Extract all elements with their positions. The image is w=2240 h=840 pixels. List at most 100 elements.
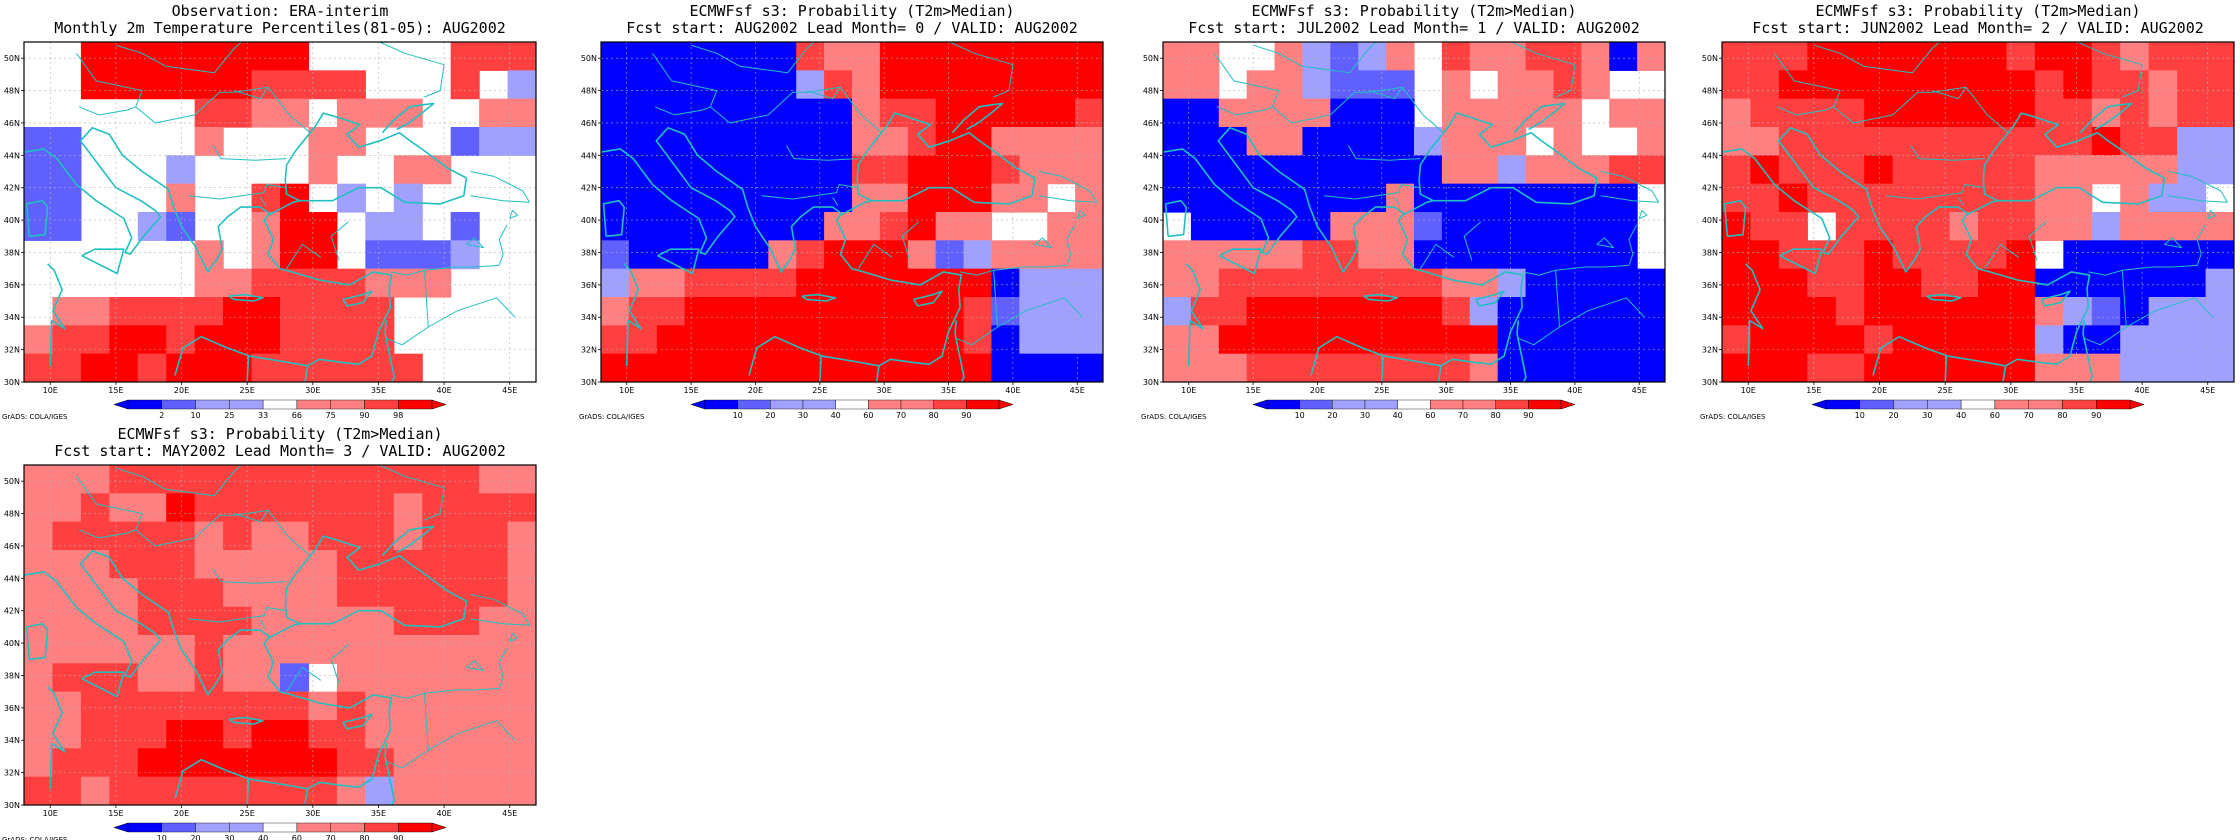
grid-cell [2120,98,2150,128]
colorbar-label: 70 [1458,411,1468,420]
grid-cell [740,297,769,326]
grid-cell [166,691,196,721]
grid-cell [137,720,167,749]
colorbar-label: 20 [1327,411,1337,420]
grid-cell [768,297,797,326]
grid-cell [280,297,310,326]
grid-cell [1019,240,1048,270]
grid-cell [109,635,139,664]
grid-cell [1441,353,1471,382]
grid-cell [1302,42,1331,71]
grid-cell [1246,212,1276,241]
grid-cell [628,42,658,71]
grid-cell [1386,70,1415,100]
grid-cell [1581,353,1610,382]
grid-cell [991,353,1020,382]
grid-cell [308,155,338,185]
grid-cell [365,635,395,664]
grid-cell [308,127,338,156]
lat-tick-label: 34N [581,313,597,322]
grid-cell [422,465,452,494]
grid-cell [2205,155,2234,185]
grid-cell [479,578,509,608]
grid-cell [137,70,167,100]
grid-cell [1246,325,1276,355]
coastline [2164,237,2182,249]
grid-cell [223,550,253,579]
lat-tick-label: 48N [1143,87,1159,96]
grid-cell [2148,70,2178,100]
lon-tick-label: 10E [1181,386,1196,395]
lon-tick-label: 20E [174,386,189,395]
grid-cell [991,42,1020,71]
grid-cell [1553,268,1582,298]
panel-title: ECMWFsf s3: Probability (T2m>Median) [1815,2,2140,20]
grid-cell [1441,70,1471,100]
coastline [304,365,309,382]
grid-cell [1807,98,1837,128]
grid-cell [1469,42,1499,71]
panel-title: ECMWFsf s3: Probability (T2m>Median) [117,425,442,443]
grid-cell [393,720,423,749]
grid-cell [879,183,909,213]
grid-cell [2006,70,2036,100]
grid-cell [1750,127,1780,156]
coastline [2079,102,2133,134]
grid-cell [1358,268,1387,298]
grads-footer: GrADS: COLA/IGES [579,413,645,421]
grid-cell [656,325,686,355]
grid-cell [308,268,338,298]
grid-cell [1750,42,1780,71]
lat-tick-label: 40N [4,216,20,225]
lon-tick-label: 20E [174,809,189,818]
grid-cell [1609,353,1638,382]
grid-cell [1274,325,1304,355]
coastline [819,356,822,382]
coastline [1419,243,1455,269]
grid-cell [1807,183,1837,213]
grid-cell [2006,240,2036,270]
grid-cell [422,748,452,778]
grid-cell [935,70,965,100]
grid-cell [194,127,224,156]
grid-cell [393,550,423,579]
grid-cell [2006,155,2036,185]
grid-cell [2034,70,2064,100]
lat-tick-label: 50N [4,477,20,486]
grid-cell [2205,42,2234,71]
grid-cell [24,691,54,721]
grid-cell [601,42,630,71]
grid-cell [852,353,881,382]
lat-tick-label: 42N [1702,184,1718,193]
grid-cell [52,127,82,156]
lat-tick-label: 46N [4,119,20,128]
grid-cell [450,635,480,664]
grid-cell [2205,212,2234,241]
grid-cell [1218,240,1248,270]
grid-cell [1637,127,1665,156]
grid-cell [109,578,139,608]
grid-cell [336,663,366,693]
grid-cell [336,635,366,664]
grid-cell [684,353,714,382]
lon-tick-label: 35E [1503,386,1518,395]
lat-tick-label: 36N [1143,281,1159,290]
grid-cell [109,606,139,636]
grid-cell [2148,268,2178,298]
grid-cell [422,606,452,636]
grid-cell [109,691,139,721]
grid-cell [479,691,509,721]
grid-cell [824,127,853,156]
colorbar-segment [398,399,433,410]
grid-cell [80,691,110,721]
colorbar: 10 20 30 40 60 70 80 90 [690,399,1014,420]
grid-cell [628,98,658,128]
grid-cell [1190,212,1220,241]
coastline [1522,264,1630,276]
grid-cell [280,70,310,100]
lon-tick-label: 40E [1005,386,1020,395]
grid-cell [109,720,139,749]
grid-cell [137,325,167,355]
grid-cell [1047,127,1076,156]
grid-cell [712,98,742,128]
